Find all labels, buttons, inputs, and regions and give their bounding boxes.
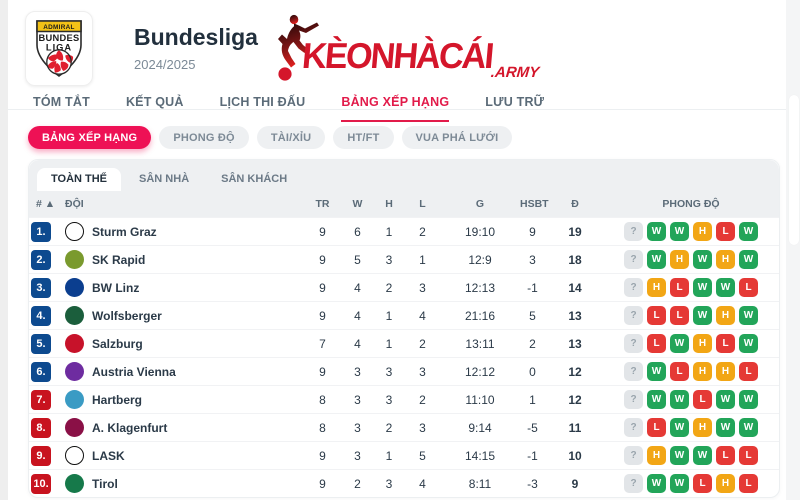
svg-text:BUNDES: BUNDES (38, 33, 79, 43)
svg-text:ADMIRAL: ADMIRAL (43, 23, 75, 30)
svg-text:KÈONHÀCÁI: KÈONHÀCÁI (301, 35, 495, 76)
svg-text:.ARMY: .ARMY (490, 64, 542, 81)
